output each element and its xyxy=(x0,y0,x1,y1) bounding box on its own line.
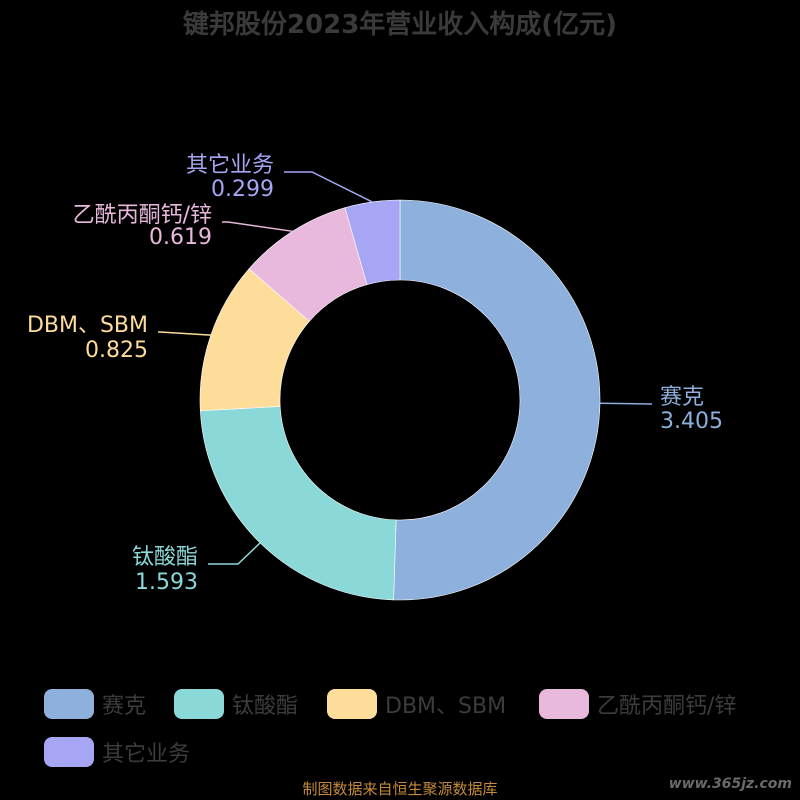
slice-label-1: 钛酸酯 xyxy=(132,545,198,570)
watermark: www.365jz.com xyxy=(668,776,792,792)
legend-swatch xyxy=(44,737,94,767)
legend-item-4[interactable]: 其它业务 xyxy=(44,736,190,768)
slice-0[interactable] xyxy=(393,199,601,601)
legend-label: 其它业务 xyxy=(102,742,191,767)
legend-swatch xyxy=(44,689,94,719)
slice-value-2: 0.825 xyxy=(85,338,148,363)
leader-line-0 xyxy=(599,402,652,405)
slice-1[interactable] xyxy=(199,406,397,601)
legend-label: 赛克 xyxy=(102,694,147,719)
legend-label: 乙酰丙酮钙/锌 xyxy=(597,694,737,719)
leader-line-1 xyxy=(208,542,261,565)
slice-label-4: 其它业务 xyxy=(186,153,274,178)
leader-line-2 xyxy=(158,331,211,336)
legend-item-3[interactable]: 乙酰丙酮钙/锌 xyxy=(539,688,736,720)
slice-4[interactable] xyxy=(344,199,401,286)
slice-value-4: 0.299 xyxy=(211,177,274,202)
slice-label-2: DBM、SBM xyxy=(27,313,148,338)
leader-line-4 xyxy=(284,171,373,203)
leader-line-3 xyxy=(222,221,293,233)
legend-swatch xyxy=(174,689,224,719)
slice-value-3: 0.619 xyxy=(149,225,212,250)
slice-label-3: 乙酰丙酮钙/锌 xyxy=(73,203,212,228)
source-note: 制图数据来自恒生聚源数据库 xyxy=(302,780,498,798)
slice-value-0: 3.405 xyxy=(660,409,723,434)
legend-item-2[interactable]: DBM、SBM xyxy=(327,688,506,720)
legend-swatch xyxy=(327,689,377,719)
legend-item-1[interactable]: 钛酸酯 xyxy=(174,688,298,720)
slice-label-0: 赛克 xyxy=(660,385,704,410)
legend-swatch xyxy=(539,689,589,719)
legend-label: DBM、SBM xyxy=(385,694,507,719)
chart-title: 键邦股份2023年营业收入构成(亿元) xyxy=(182,10,618,40)
slice-value-1: 1.593 xyxy=(135,570,198,595)
legend-label: 钛酸酯 xyxy=(232,694,299,719)
legend-item-0[interactable]: 赛克 xyxy=(44,688,146,720)
